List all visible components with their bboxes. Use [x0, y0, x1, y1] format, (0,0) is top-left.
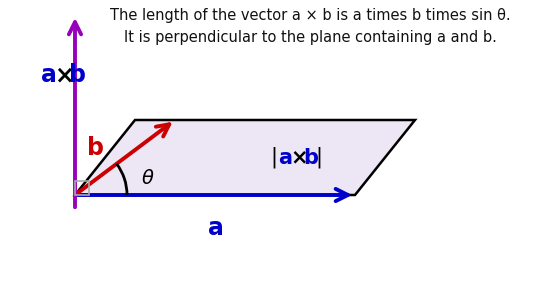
Text: $\bf{b}$: $\bf{b}$ [86, 136, 104, 160]
Text: $\bf{a}$: $\bf{a}$ [40, 63, 56, 87]
Text: $\bf{a}$: $\bf{a}$ [207, 216, 223, 240]
Text: $\bf{a}$: $\bf{a}$ [278, 148, 293, 168]
Text: $\theta$: $\theta$ [141, 168, 155, 188]
Polygon shape [75, 120, 415, 195]
Text: $\bf{b}$: $\bf{b}$ [303, 148, 319, 168]
Text: $\bf{\times}$: $\bf{\times}$ [54, 63, 73, 87]
Text: $\bf{b}$: $\bf{b}$ [68, 63, 86, 87]
Text: $\bf{\times}$: $\bf{\times}$ [290, 148, 307, 168]
Text: $|$: $|$ [315, 146, 321, 170]
Text: The length of the vector a × b is a times b times sin θ.
It is perpendicular to : The length of the vector a × b is a time… [109, 8, 510, 44]
Text: $|$: $|$ [270, 146, 276, 170]
